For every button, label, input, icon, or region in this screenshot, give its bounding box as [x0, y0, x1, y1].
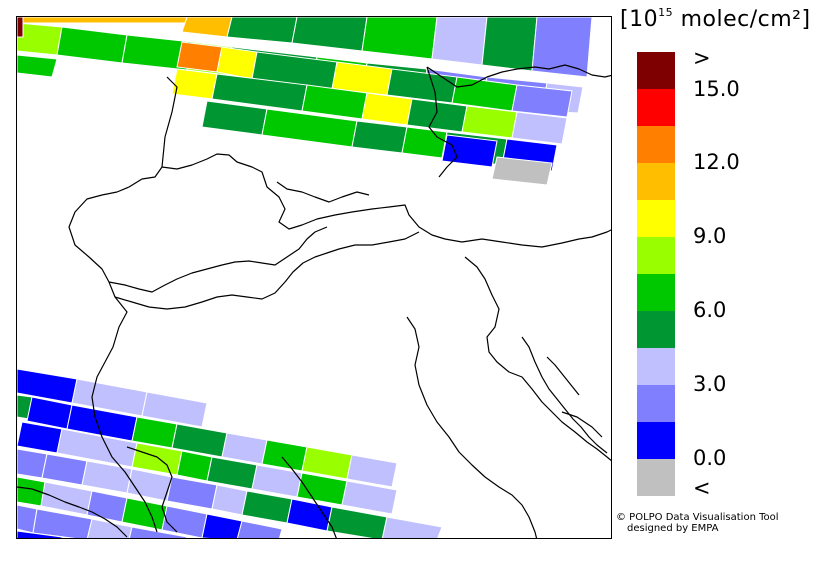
legend-label-12: 12.0 [693, 150, 740, 174]
swatch-over [637, 52, 675, 89]
swatch-1 [637, 422, 675, 459]
swatch-15 [637, 89, 675, 126]
credit-line-1: © POLPO Data Visualisation Tool [616, 512, 779, 523]
satellite-swath-north [17, 17, 593, 186]
map-panel [16, 16, 612, 539]
satellite-swath-south [17, 368, 443, 538]
swatch-13 [637, 126, 675, 163]
legend-label-over: > [693, 46, 711, 70]
legend-label-9: 9.0 [693, 224, 727, 248]
swatch-3 [637, 385, 675, 422]
legend-unit-title: [1015 molec/cm²] [620, 6, 811, 32]
swatch-9 [637, 237, 675, 274]
credit-text: © POLPO Data Visualisation Tool designed… [616, 512, 779, 534]
swatch-12 [637, 163, 675, 200]
legend-label-6: 6.0 [693, 298, 727, 322]
unit-suffix: molec/cm²] [673, 7, 811, 32]
swatch-4 [637, 348, 675, 385]
unit-prefix: [10 [620, 7, 659, 32]
color-scale-bar [637, 52, 675, 496]
credit-line-2: designed by EMPA [627, 523, 719, 534]
swatch-7 [637, 274, 675, 311]
legend-label-under: < [693, 476, 711, 500]
map-borders [17, 64, 611, 538]
swatch-10 [637, 200, 675, 237]
swatch-6 [637, 311, 675, 348]
legend-label-0: 0.0 [693, 446, 727, 470]
legend-label-3: 3.0 [693, 372, 727, 396]
legend-label-15: 15.0 [693, 77, 740, 101]
map-canvas [17, 17, 611, 538]
unit-exponent: 15 [658, 6, 674, 19]
swatch-under [637, 459, 675, 496]
